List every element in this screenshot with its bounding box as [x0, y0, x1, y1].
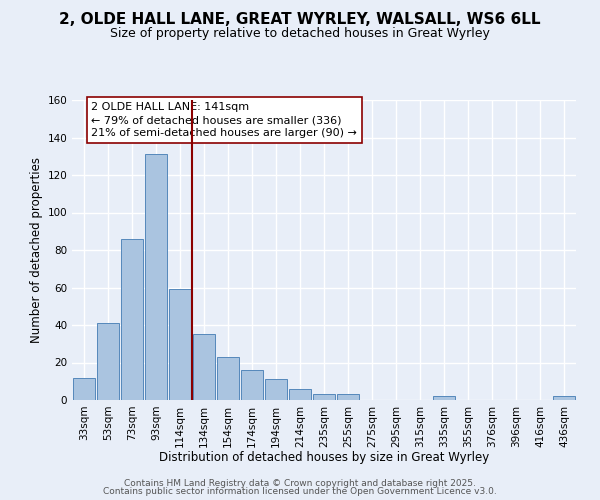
Bar: [433, 396, 455, 400]
Bar: [241, 370, 263, 400]
X-axis label: Distribution of detached houses by size in Great Wyrley: Distribution of detached houses by size …: [159, 451, 489, 464]
Bar: [337, 394, 359, 400]
Text: Contains HM Land Registry data © Crown copyright and database right 2025.: Contains HM Land Registry data © Crown c…: [124, 478, 476, 488]
Bar: [145, 154, 167, 400]
Bar: [553, 396, 575, 400]
Text: 2 OLDE HALL LANE: 141sqm
← 79% of detached houses are smaller (336)
21% of semi-: 2 OLDE HALL LANE: 141sqm ← 79% of detach…: [91, 102, 357, 139]
Text: Contains public sector information licensed under the Open Government Licence v3: Contains public sector information licen…: [103, 487, 497, 496]
Bar: [193, 334, 215, 400]
Y-axis label: Number of detached properties: Number of detached properties: [30, 157, 43, 343]
Bar: [265, 380, 287, 400]
Text: 2, OLDE HALL LANE, GREAT WYRLEY, WALSALL, WS6 6LL: 2, OLDE HALL LANE, GREAT WYRLEY, WALSALL…: [59, 12, 541, 28]
Bar: [121, 239, 143, 400]
Bar: [217, 357, 239, 400]
Bar: [73, 378, 95, 400]
Text: Size of property relative to detached houses in Great Wyrley: Size of property relative to detached ho…: [110, 28, 490, 40]
Bar: [313, 394, 335, 400]
Bar: [97, 323, 119, 400]
Bar: [289, 389, 311, 400]
Bar: [169, 290, 191, 400]
